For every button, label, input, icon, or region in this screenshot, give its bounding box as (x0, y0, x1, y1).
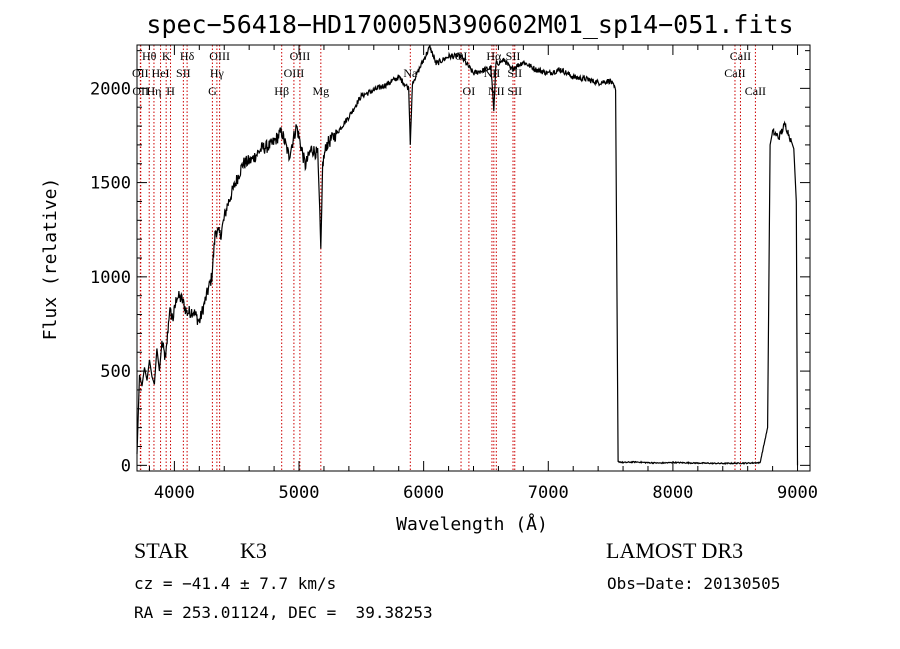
x-axis-label: Wavelength (Å) (396, 513, 548, 535)
spectrum-series-line (136, 44, 799, 466)
spectral-line-markers (139, 45, 756, 471)
line-label-15: Mg (312, 84, 329, 98)
x-axis: 4000 5000 6000 7000 8000 9000 (148, 45, 818, 503)
observation-date: Obs−Date: 20130505 (607, 574, 781, 593)
y-tick-label-3: 1500 (90, 174, 131, 194)
line-label-25: CaII (730, 49, 751, 63)
line-label-14: OIII (284, 66, 305, 80)
object-subclass: K3 (240, 538, 267, 563)
line-label-0: Hθ (142, 49, 157, 63)
object-class: STAR (134, 538, 189, 563)
line-label-21: NII (488, 84, 505, 98)
x-tick-label-0: 4000 (154, 483, 195, 503)
line-label-6: H (166, 84, 175, 98)
line-label-20: NII (484, 66, 501, 80)
line-label-19: Hα (486, 49, 502, 63)
line-label-27: CaII (745, 84, 766, 98)
y-axis: 0 500 1000 1500 2000 (90, 50, 810, 476)
x-tick-label-1: 5000 (279, 483, 320, 503)
line-label-16: Na (403, 66, 418, 80)
y-tick-label-1: 500 (100, 362, 131, 382)
line-label-7: SII (176, 66, 191, 80)
line-label-9: OIII (209, 49, 230, 63)
chart-title: spec−56418−HD170005N390602M01_sp14−051.f… (146, 10, 793, 39)
line-label-23: SII (507, 66, 522, 80)
y-tick-label-0: 0 (121, 456, 131, 476)
y-axis-label: Flux (relative) (40, 178, 61, 341)
line-label-13: OIII (290, 49, 311, 63)
y-tick-label-4: 2000 (90, 79, 131, 99)
line-label-11: G (208, 84, 217, 98)
ra-dec-coordinates: RA = 253.01124, DEC = 39.38253 (134, 603, 433, 622)
x-tick-label-3: 7000 (528, 483, 569, 503)
plot-frame (136, 44, 811, 472)
x-tick-label-4: 8000 (652, 483, 693, 503)
line-label-1: OII (132, 66, 149, 80)
line-label-4: K (162, 49, 171, 63)
line-label-26: CaII (724, 66, 745, 80)
line-label-3: Hη (146, 84, 161, 98)
line-label-22: SII (506, 49, 521, 63)
line-label-5: HeI (152, 66, 170, 80)
line-label-8: Hδ (180, 49, 195, 63)
redshift-cz: cz = −41.4 ± 7.7 km/s (134, 574, 337, 593)
line-label-18: OI (463, 84, 476, 98)
survey-name: LAMOST DR3 (606, 538, 744, 563)
y-tick-label-2: 1000 (90, 268, 131, 288)
x-tick-label-2: 6000 (403, 483, 444, 503)
x-tick-label-5: 9000 (777, 483, 818, 503)
line-label-12: Hβ (274, 84, 289, 98)
line-label-10: Hγ (210, 66, 225, 80)
line-label-24: SII (507, 84, 522, 98)
line-label-17: OI (455, 49, 468, 63)
